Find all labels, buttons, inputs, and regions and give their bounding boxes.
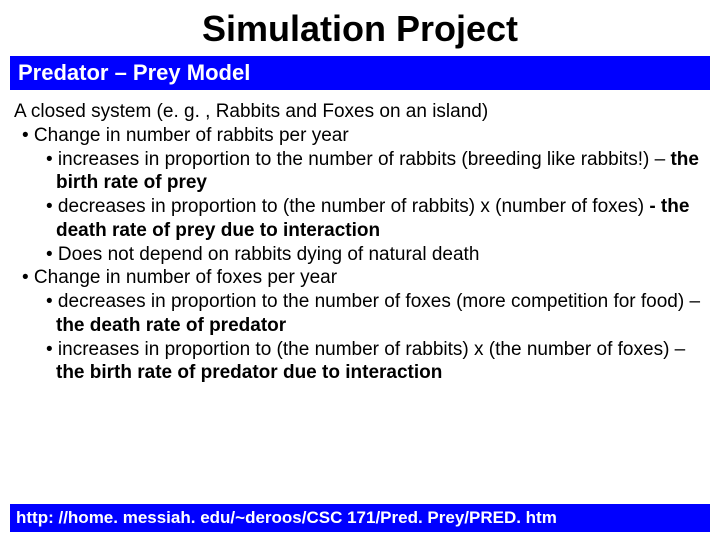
text-bold: the birth rate of predator due to intera…: [56, 362, 442, 383]
text: • increases in proportion to (the number…: [46, 339, 685, 360]
text-bold: the death rate of predator: [56, 315, 286, 336]
bullet-foxes-decrease: • decreases in proportion to the number …: [14, 290, 706, 338]
bullet-foxes: • Change in number of foxes per year: [14, 266, 706, 290]
bullet-rabbits-decrease: • decreases in proportion to (the number…: [14, 195, 706, 243]
body-content: A closed system (e. g. , Rabbits and Fox…: [0, 90, 720, 385]
subtitle-banner: Predator – Prey Model: [10, 56, 710, 90]
text: • decreases in proportion to the number …: [46, 291, 700, 312]
slide-title: Simulation Project: [0, 0, 720, 56]
bullet-rabbits: • Change in number of rabbits per year: [14, 124, 706, 148]
slide: Simulation Project Predator – Prey Model…: [0, 0, 720, 540]
text: • decreases in proportion to (the number…: [46, 196, 649, 217]
text: • increases in proportion to the number …: [46, 149, 670, 170]
bullet-rabbits-natural: • Does not depend on rabbits dying of na…: [14, 243, 706, 267]
footer-url: http: //home. messiah. edu/~deroos/CSC 1…: [10, 504, 710, 532]
intro-text: A closed system (e. g. , Rabbits and Fox…: [14, 100, 706, 124]
bullet-rabbits-increase: • increases in proportion to the number …: [14, 148, 706, 196]
bullet-foxes-increase: • increases in proportion to (the number…: [14, 338, 706, 386]
